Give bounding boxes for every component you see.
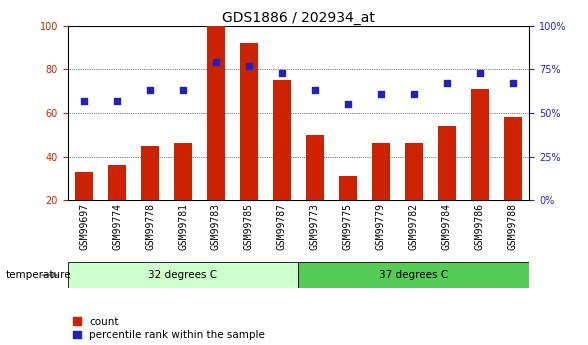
Bar <box>504 117 522 200</box>
Bar <box>75 172 93 200</box>
Text: GSM99782: GSM99782 <box>409 203 419 250</box>
Bar <box>240 43 258 200</box>
Text: GSM99781: GSM99781 <box>178 203 188 250</box>
Text: GSM99785: GSM99785 <box>244 203 254 250</box>
Bar <box>174 144 192 200</box>
Point <box>244 63 253 69</box>
Point <box>178 88 188 93</box>
Text: GSM99784: GSM99784 <box>442 203 452 250</box>
Text: 32 degrees C: 32 degrees C <box>148 270 218 280</box>
Text: GSM99774: GSM99774 <box>112 203 122 250</box>
Point <box>145 88 155 93</box>
Point <box>112 98 122 104</box>
Text: GSM99778: GSM99778 <box>145 203 155 250</box>
Bar <box>437 126 456 200</box>
Point <box>79 98 89 104</box>
Bar <box>141 146 159 200</box>
Bar <box>299 262 529 288</box>
Bar <box>372 144 390 200</box>
Text: GSM99697: GSM99697 <box>79 203 89 250</box>
Bar <box>339 176 357 200</box>
Text: GSM99779: GSM99779 <box>376 203 386 250</box>
Bar <box>405 144 423 200</box>
Text: GSM99787: GSM99787 <box>277 203 287 250</box>
Point <box>508 81 517 86</box>
Point <box>475 70 485 76</box>
Text: GSM99788: GSM99788 <box>507 203 517 250</box>
Point <box>211 60 220 65</box>
Bar <box>68 262 298 288</box>
Text: temperature: temperature <box>6 270 72 280</box>
Point <box>376 91 386 97</box>
Bar <box>207 26 225 200</box>
Point <box>277 70 286 76</box>
Text: GSM99783: GSM99783 <box>211 203 221 250</box>
Bar <box>470 89 489 200</box>
Point <box>343 101 353 107</box>
Text: GSM99773: GSM99773 <box>310 203 320 250</box>
Title: GDS1886 / 202934_at: GDS1886 / 202934_at <box>222 11 375 25</box>
Bar <box>306 135 324 200</box>
Text: GSM99786: GSM99786 <box>475 203 485 250</box>
Bar <box>273 80 291 200</box>
Legend: count, percentile rank within the sample: count, percentile rank within the sample <box>73 317 265 340</box>
Text: GSM99775: GSM99775 <box>343 203 353 250</box>
Point <box>409 91 419 97</box>
Bar <box>108 165 126 200</box>
Text: 37 degrees C: 37 degrees C <box>379 270 449 280</box>
Point <box>310 88 320 93</box>
Point <box>442 81 452 86</box>
